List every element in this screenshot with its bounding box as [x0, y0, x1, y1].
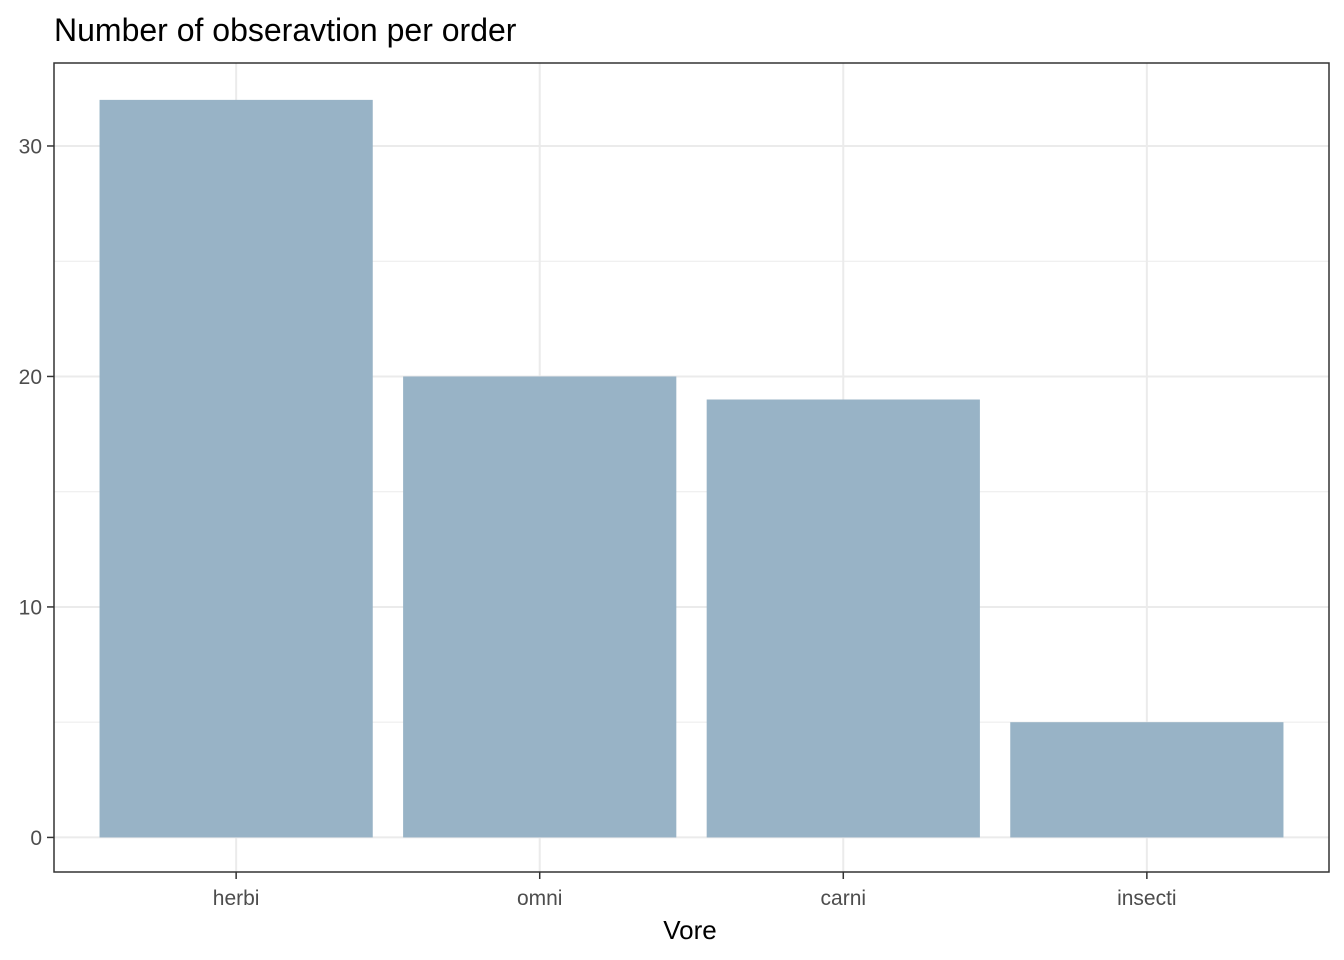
- axes: 0 10 20 30 herbi omni carni insecti: [19, 135, 1177, 910]
- y-tick-label: 10: [19, 596, 42, 619]
- bar-insecti: [1010, 722, 1284, 838]
- x-tick-label: herbi: [213, 887, 260, 910]
- bar-omni: [403, 376, 677, 838]
- x-tick-label: insecti: [1117, 887, 1177, 910]
- bar-herbi: [99, 99, 373, 838]
- y-tick-label: 0: [30, 827, 42, 850]
- x-tick-label: omni: [517, 887, 563, 910]
- x-axis-title: Vore: [663, 915, 717, 945]
- chart-title: Number of obseravtion per order: [54, 12, 517, 48]
- x-tick-label: carni: [821, 887, 867, 910]
- bars: [99, 99, 1284, 838]
- y-tick-label: 20: [19, 366, 42, 389]
- panel-border: [53, 62, 1330, 873]
- y-tick-label: 30: [19, 135, 42, 158]
- bar-carni: [706, 399, 980, 838]
